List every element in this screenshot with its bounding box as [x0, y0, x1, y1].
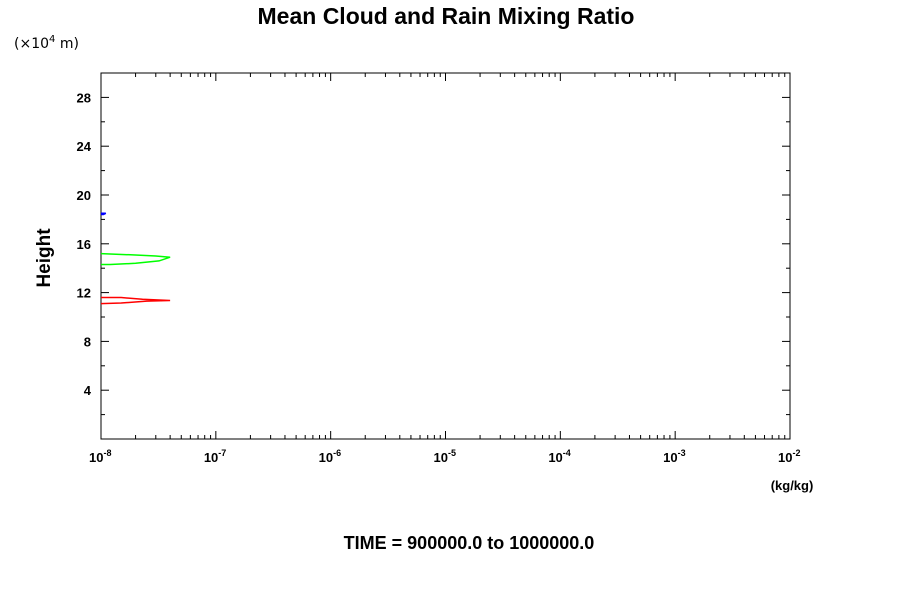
chart-title: Mean Cloud and Rain Mixing Ratio: [258, 3, 635, 29]
y-tick-label: 24: [77, 139, 92, 154]
series-layer: [100, 212, 171, 305]
x-tick-label: 10-5: [434, 448, 456, 465]
y-scale-exponent: 4: [49, 34, 55, 45]
x-tick-exponent: -8: [103, 448, 111, 458]
x-tick-exponent: -4: [563, 448, 571, 458]
x-tick-label: 10-2: [778, 448, 800, 465]
y-tick-label: 16: [77, 237, 91, 252]
x-tick-exponent: -7: [218, 448, 226, 458]
y-tick-label: 8: [84, 334, 91, 349]
y-scale-suffix: m): [55, 36, 79, 52]
y-axis-label: Height: [34, 228, 55, 288]
y-scale-label: (×104 m): [14, 34, 79, 52]
x-tick-labels: 10-8 10-7 10-6 10-5 10-4 10-3 10-2: [89, 448, 800, 465]
x-tick-base: 10: [548, 450, 562, 465]
y-scale-prefix: (×10: [14, 36, 49, 52]
axis-ticks: [100, 73, 790, 439]
x-tick-label: 10-4: [548, 448, 570, 465]
x-tick-label: 10-7: [204, 448, 226, 465]
y-tick-label: 28: [77, 90, 91, 105]
y-tick-label: 4: [84, 383, 92, 398]
series-line: [100, 252, 171, 266]
x-tick-label: 10-8: [89, 448, 111, 465]
y-tick-labels: 4 8 12 16 20 24 28: [77, 90, 92, 398]
y-tick-label: 12: [77, 286, 91, 301]
x-tick-base: 10: [663, 450, 677, 465]
x-tick-base: 10: [319, 450, 333, 465]
plot-frame: [100, 72, 791, 440]
x-tick-exponent: -3: [678, 448, 686, 458]
x-tick-label: 10-6: [319, 448, 341, 465]
x-tick-base: 10: [89, 450, 103, 465]
x-tick-exponent: -2: [792, 448, 800, 458]
series-line: [100, 296, 171, 305]
x-tick-base: 10: [204, 450, 218, 465]
x-tick-label: 10-3: [663, 448, 685, 465]
x-tick-exponent: -6: [333, 448, 341, 458]
x-tick-base: 10: [434, 450, 448, 465]
x-tick-base: 10: [778, 450, 792, 465]
y-tick-label: 20: [77, 188, 91, 203]
time-range-footer: TIME = 900000.0 to 1000000.0: [344, 533, 595, 553]
x-axis-unit-label: (kg/kg): [771, 478, 814, 493]
x-tick-exponent: -5: [448, 448, 456, 458]
series-line: [101, 212, 107, 216]
